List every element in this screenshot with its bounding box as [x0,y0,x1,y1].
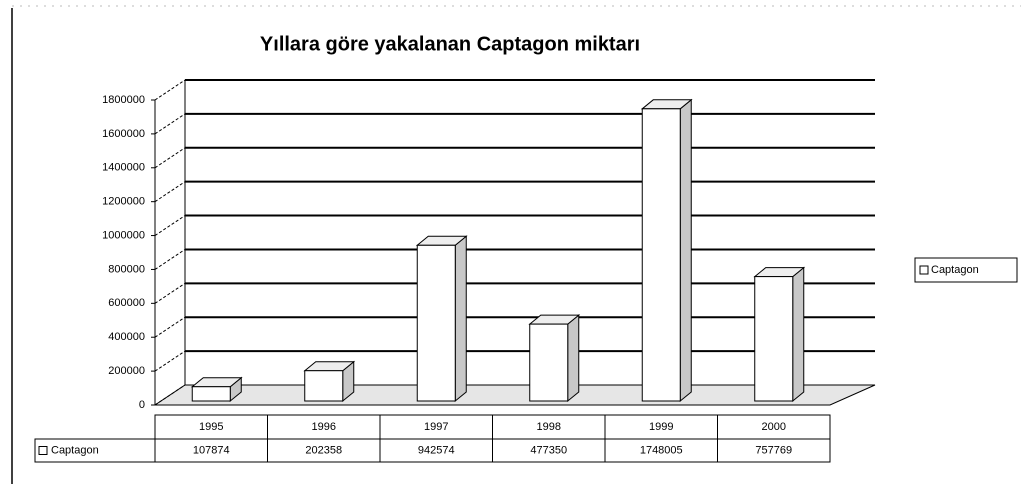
grid-diagonal [154,113,186,135]
bar-side [679,98,692,403]
bar [416,244,456,402]
y-tick-label: 1000000 [102,229,145,241]
grid-diagonal [154,215,186,236]
y-tick-label: 1800000 [102,94,145,106]
table-value: 477350 [530,444,567,456]
grid-diagonal [154,384,186,406]
y-tick-label: 600000 [108,297,145,309]
table-value: 942574 [418,444,455,456]
y-tick-label: 1400000 [102,162,145,174]
grid-diagonal [154,316,186,338]
grid-diagonal [154,147,186,169]
grid-diagonal [154,350,186,372]
y-tick-label: 0 [139,399,145,411]
x-tick-label: 1998 [537,421,561,433]
grid-diagonal [154,282,186,304]
table-value: 107874 [193,444,230,456]
grid-diagonal [154,249,186,270]
legend-key [919,265,929,275]
bar [641,108,681,402]
bar [304,370,344,402]
x-tick-label: 1995 [199,421,223,433]
bar [191,386,231,402]
table-row-label: Captagon [51,444,99,456]
y-tick-label: 800000 [108,263,145,275]
table-value: 757769 [755,444,792,456]
legend-box [914,257,1018,283]
table-value: 202358 [305,444,342,456]
y-tick-label: 1600000 [102,128,145,140]
bar-side [454,235,467,403]
x-tick-label: 1997 [424,421,448,433]
table-value: 1748005 [640,444,683,456]
bar [754,276,794,402]
legend-label: Captagon [931,264,979,276]
y-tick-label: 200000 [108,365,145,377]
x-tick-label: 1999 [649,421,673,433]
grid-diagonal [154,181,186,203]
legend-key [38,446,48,455]
bar-side [567,314,580,403]
bar-side [792,266,805,403]
table-frame [34,438,156,463]
chart-title: Yıllara göre yakalanan Captagon miktarı [260,33,640,55]
bar [529,323,569,402]
x-tick-label: 1996 [312,421,336,433]
x-tick-label: 2000 [762,421,786,433]
y-tick-label: 400000 [108,331,145,343]
y-tick-label: 1200000 [102,196,145,208]
grid-diagonal [154,79,186,101]
